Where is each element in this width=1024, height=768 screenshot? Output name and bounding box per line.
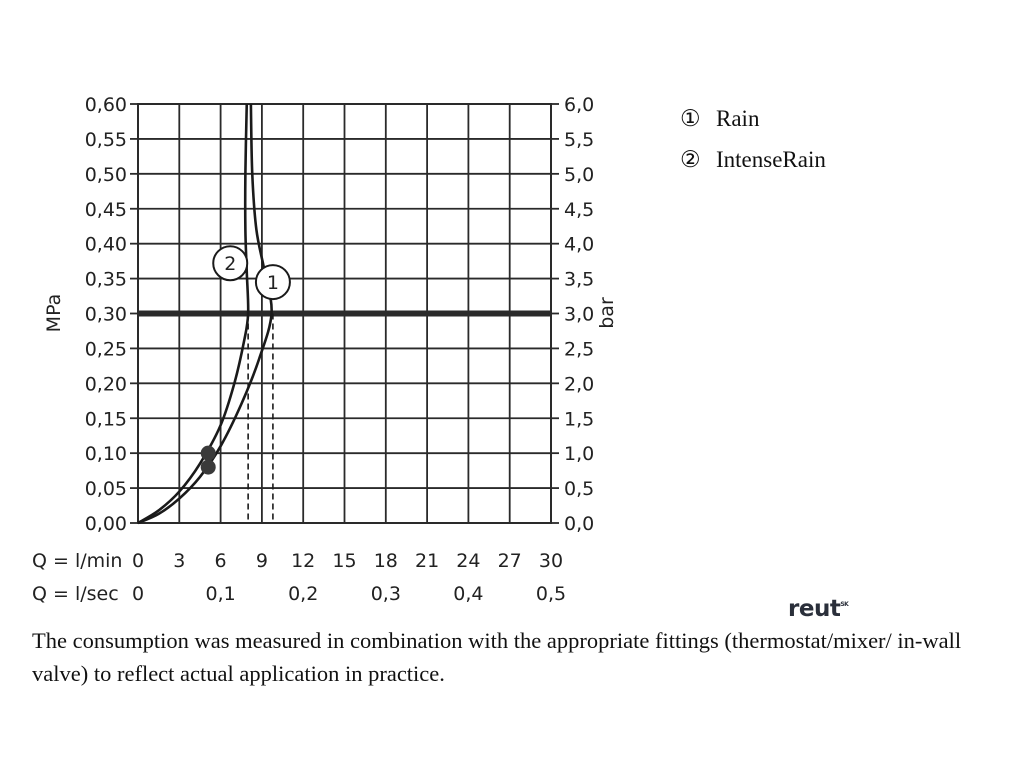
legend-label-intenserain: IntenseRain [716, 147, 826, 172]
x-tick-label-lsec: 0,4 [453, 583, 483, 605]
y-tick-label-right: 2,5 [564, 338, 594, 360]
x-tick-label-lmin: 12 [291, 550, 315, 572]
x-tick-label-lmin: 9 [256, 550, 268, 572]
y-ticks-left: 0,00 0,05 0,10 0,15 0,20 0,25 0,30 0,35 0,40 0,45… [85, 94, 127, 535]
y-tick-label-right: 1,0 [564, 443, 594, 465]
y-tick-label-left: 0,50 [85, 164, 127, 186]
brand-logo: reutSK [788, 596, 849, 622]
series-marker-label-intenserain: 2 [224, 253, 236, 275]
data-point-intenserain [200, 445, 216, 461]
y-tick-label-right: 0,5 [564, 478, 594, 500]
series-marker-circle-intenserain [212, 245, 249, 282]
y-tick-label-right: 3,0 [564, 304, 594, 326]
flow-pressure-chart: 0,000,050,100,150,200,250,300,350,400,45… [32, 94, 826, 605]
y-tick-label-right: 3,5 [564, 269, 594, 291]
footnote-text: The consumption was measured in combinat… [32, 628, 962, 686]
x-axis-label-lmin: Q = l/min [32, 550, 122, 572]
y-ticks-right: 0,0 0,5 1,0 1,5 2,0 2,5 3,0 3,5 4,0 4,5 5,0 5,5 6,0 [564, 94, 594, 535]
x-tick-label-lmin: 30 [539, 550, 563, 572]
x-tick-label-lmin: 0 [132, 550, 144, 572]
series-marker-circle-rain [254, 264, 291, 301]
y-tick-label-left: 0,05 [85, 478, 127, 500]
x-tick-label-lmin: 15 [332, 550, 356, 572]
x-tick-label-lmin: 6 [215, 550, 227, 572]
y-axis-label-right: bar [596, 297, 618, 329]
data-point-rain [200, 459, 216, 475]
y-tick-label-right: 2,0 [564, 373, 594, 395]
x-tick-label-lsec: 0 [132, 583, 144, 605]
y-tick-label-right: 1,5 [564, 408, 594, 430]
brand-superscript: SK [840, 601, 849, 608]
y-tick-label-left: 0,55 [85, 129, 127, 151]
y-tick-label-right: 4,0 [564, 234, 594, 256]
x-tick-label-lsec: 0,3 [371, 583, 401, 605]
y-tick-label-right: 6,0 [564, 94, 594, 116]
y-tick-label-left: 0,20 [85, 373, 127, 395]
series-line-intenserain [137, 103, 250, 525]
x-ticks: 0 3 6 9 12 15 18 21 24 27 30 0 0,1 0,2 0,3 0,4 0,5 [132, 550, 566, 605]
y-tick-label-left: 0,25 [85, 338, 127, 360]
legend-label-rain: Rain [716, 106, 760, 131]
y-axis-label-left: MPa [43, 294, 65, 333]
y-tick-label-left: 0,40 [85, 234, 127, 256]
y-tick-label-left: 0,35 [85, 269, 127, 291]
y-tick-label-right: 5,5 [564, 129, 594, 151]
legend: ① Rain ② IntenseRain [680, 106, 826, 172]
legend-symbol-intenserain: ② [680, 147, 701, 172]
x-axis-label-lsec: Q = l/sec [32, 583, 119, 605]
y-tick-label-right: 5,0 [564, 164, 594, 186]
y-tick-label-right: 4,5 [564, 199, 594, 221]
x-tick-label-lsec: 0,5 [536, 583, 566, 605]
series-markers: 12 [200, 245, 291, 475]
series-line-rain [137, 103, 273, 525]
y-tick-label-left: 0,00 [85, 513, 127, 535]
series-marker-label-rain: 1 [267, 272, 279, 294]
x-tick-label-lmin: 3 [173, 550, 185, 572]
x-tick-label-lsec: 0,1 [205, 583, 235, 605]
legend-symbol-rain: ① [680, 106, 701, 131]
x-tick-label-lmin: 21 [415, 550, 439, 572]
y-tick-label-right: 0,0 [564, 513, 594, 535]
x-tick-label-lmin: 18 [374, 550, 398, 572]
x-tick-label-lmin: 24 [456, 550, 480, 572]
x-tick-label-lmin: 27 [498, 550, 522, 572]
y-tick-label-left: 0,60 [85, 94, 127, 116]
brand-text: reut [788, 596, 841, 622]
x-tick-label-lsec: 0,2 [288, 583, 318, 605]
y-tick-label-left: 0,30 [85, 304, 127, 326]
y-tick-label-left: 0,45 [85, 199, 127, 221]
y-tick-label-left: 0,15 [85, 408, 127, 430]
y-tick-label-left: 0,10 [85, 443, 127, 465]
chart-series [137, 103, 551, 525]
